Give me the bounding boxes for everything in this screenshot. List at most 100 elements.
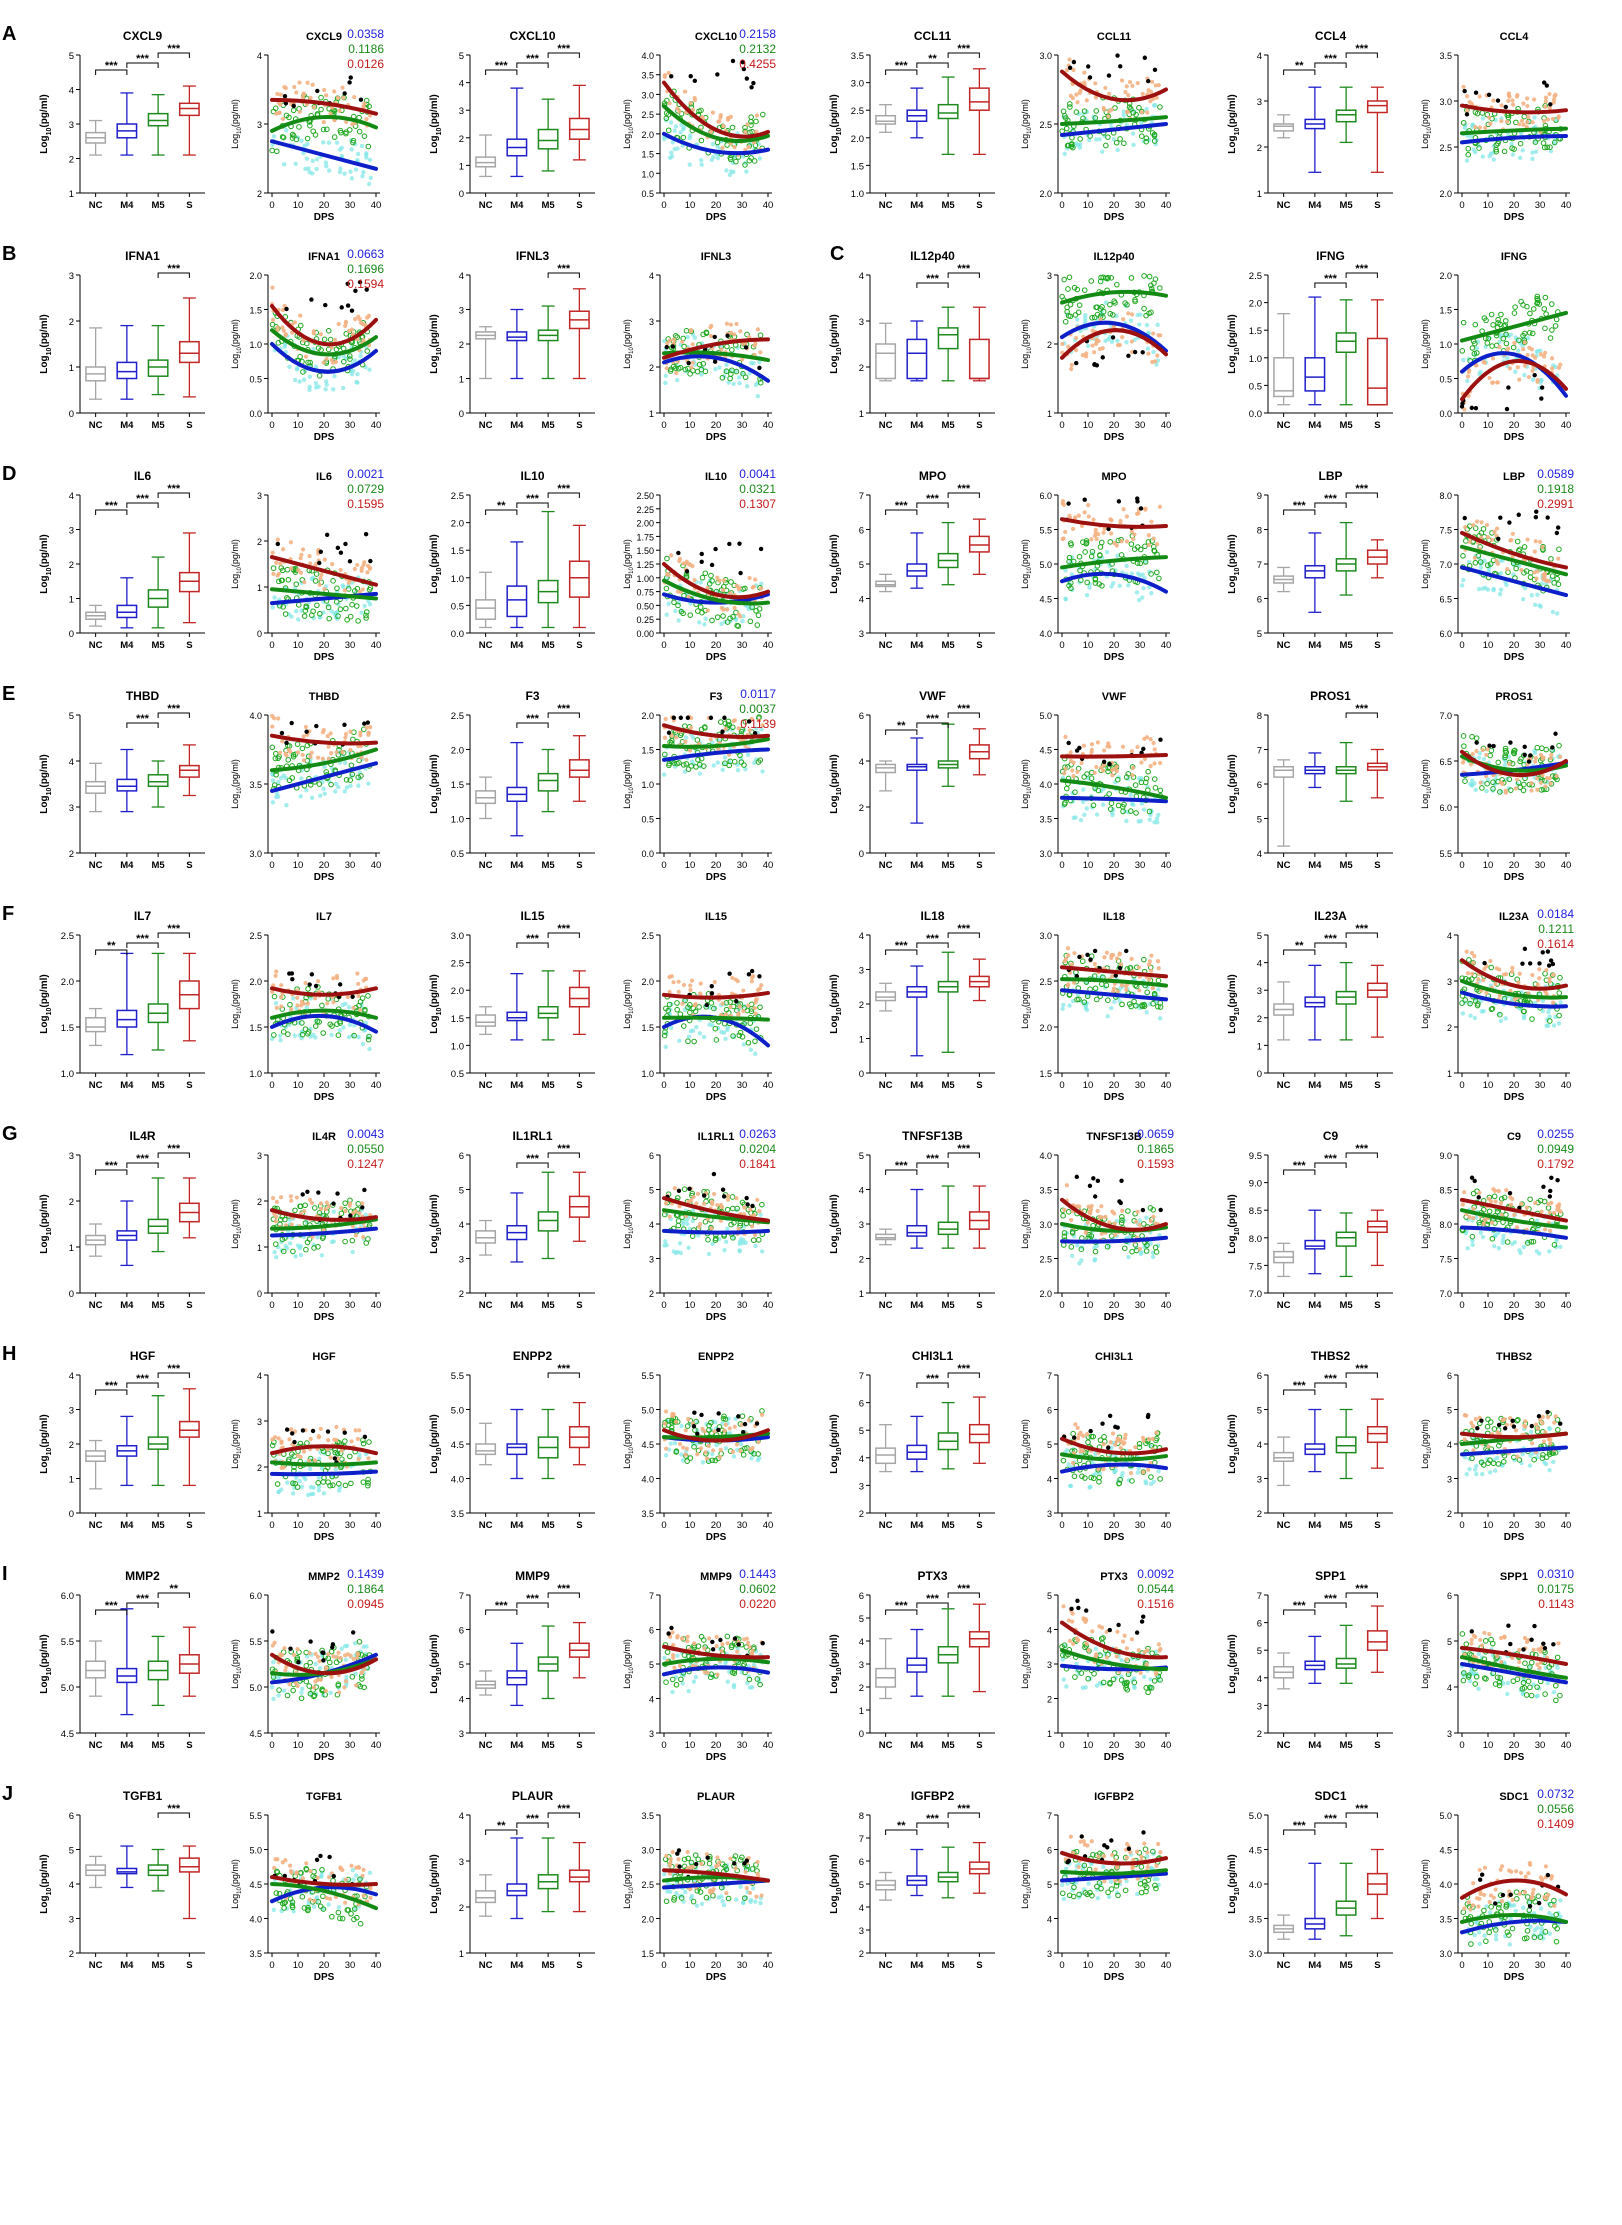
y-tick-label: 0.5	[641, 815, 654, 825]
data-point	[331, 107, 338, 114]
y-tick-label: 5	[1257, 815, 1262, 826]
data-point	[292, 377, 298, 383]
data-point	[1130, 83, 1135, 88]
y-tick-label: 1	[859, 409, 864, 420]
data-point	[744, 331, 750, 338]
data-point	[1497, 321, 1503, 328]
data-point	[1530, 368, 1535, 373]
data-point	[678, 608, 685, 615]
significance-stars: ***	[1324, 273, 1338, 285]
data-point	[355, 971, 360, 976]
data-point	[1542, 325, 1548, 332]
data-point	[1077, 145, 1083, 150]
iqr-box	[968, 87, 990, 111]
y-tick-label: 6.5	[1439, 595, 1452, 605]
data-point	[349, 601, 355, 608]
box-m5: M5	[937, 306, 959, 431]
data-point	[1068, 750, 1073, 755]
x-tick-label: 10	[1083, 200, 1094, 211]
x-tick-label: M4	[1308, 860, 1322, 871]
data-point	[1107, 539, 1114, 545]
data-point	[1510, 531, 1515, 536]
x-tick-label: S	[186, 640, 192, 651]
data-point	[363, 612, 369, 619]
x-tick-label: 10	[1083, 860, 1094, 871]
significance-bracket: ***	[1345, 43, 1378, 58]
bracket-line	[485, 509, 518, 515]
data-point	[1517, 377, 1522, 382]
data-point	[1059, 293, 1065, 300]
data-point	[1098, 539, 1105, 546]
data-point	[277, 1033, 283, 1039]
scatter-plot-title: MPO	[1101, 471, 1127, 483]
data-point	[1521, 347, 1526, 352]
y-tick-label: 1.0	[641, 169, 654, 179]
data-point	[1464, 112, 1470, 117]
data-point	[321, 140, 326, 145]
data-point	[314, 166, 319, 172]
data-point	[664, 555, 670, 562]
y-axis-label: Log10(pg/ml)	[230, 99, 243, 149]
data-point	[283, 332, 288, 337]
box-m5: M5	[537, 510, 559, 651]
y-tick-label: 2	[859, 363, 864, 374]
data-point	[324, 163, 329, 169]
x-tick-label: S	[186, 1080, 192, 1091]
data-point	[302, 580, 307, 585]
data-point	[1485, 747, 1490, 752]
iqr-box	[568, 986, 590, 1008]
box-m5: M5	[1335, 299, 1357, 431]
data-point	[1558, 754, 1563, 760]
data-point	[709, 991, 715, 996]
data-point	[662, 73, 668, 78]
data-point	[271, 716, 277, 721]
data-point	[1062, 318, 1069, 325]
significance-stars: ***	[557, 263, 571, 275]
data-point	[1071, 284, 1078, 291]
data-point	[1100, 308, 1107, 315]
y-tick-label: 2.0	[851, 134, 864, 145]
data-point	[1469, 782, 1475, 787]
data-point	[1509, 538, 1514, 543]
data-point	[1155, 353, 1160, 358]
data-point	[687, 612, 694, 618]
data-point	[1554, 773, 1559, 779]
data-point	[316, 384, 321, 389]
data-point	[1126, 311, 1131, 316]
data-point	[310, 128, 316, 135]
data-point	[364, 155, 369, 160]
data-point	[1092, 770, 1097, 775]
data-point	[1465, 108, 1470, 114]
data-point	[720, 613, 726, 619]
data-point	[1476, 586, 1482, 592]
x-tick-label: 0	[269, 640, 274, 651]
data-point	[331, 134, 338, 140]
data-point	[1535, 377, 1540, 383]
data-point	[709, 157, 714, 163]
data-point	[1495, 759, 1502, 766]
iqr-box	[475, 1014, 497, 1027]
data-point	[1490, 380, 1496, 385]
p-value: 0.1186	[348, 42, 384, 56]
data-point	[1070, 526, 1076, 531]
box-s: S	[1366, 539, 1388, 651]
bracket-line	[1345, 52, 1378, 58]
data-point	[309, 576, 314, 582]
x-axis-label: DPS	[706, 872, 727, 883]
data-point	[349, 371, 355, 377]
data-point	[1516, 348, 1521, 353]
data-point	[1469, 405, 1475, 411]
panel-letter: F	[2, 903, 14, 925]
x-tick-label: 10	[1483, 640, 1494, 651]
data-point	[1082, 549, 1088, 555]
data-point	[1141, 305, 1147, 312]
data-point	[287, 1001, 293, 1008]
data-point	[1473, 787, 1478, 792]
significance-bracket: ***	[916, 713, 949, 728]
data-point	[338, 129, 344, 136]
y-tick-label: 2.0	[249, 271, 262, 281]
data-point	[1461, 577, 1466, 583]
y-tick-label: 2.0	[1249, 299, 1262, 310]
x-tick-label: 0	[661, 1080, 666, 1091]
